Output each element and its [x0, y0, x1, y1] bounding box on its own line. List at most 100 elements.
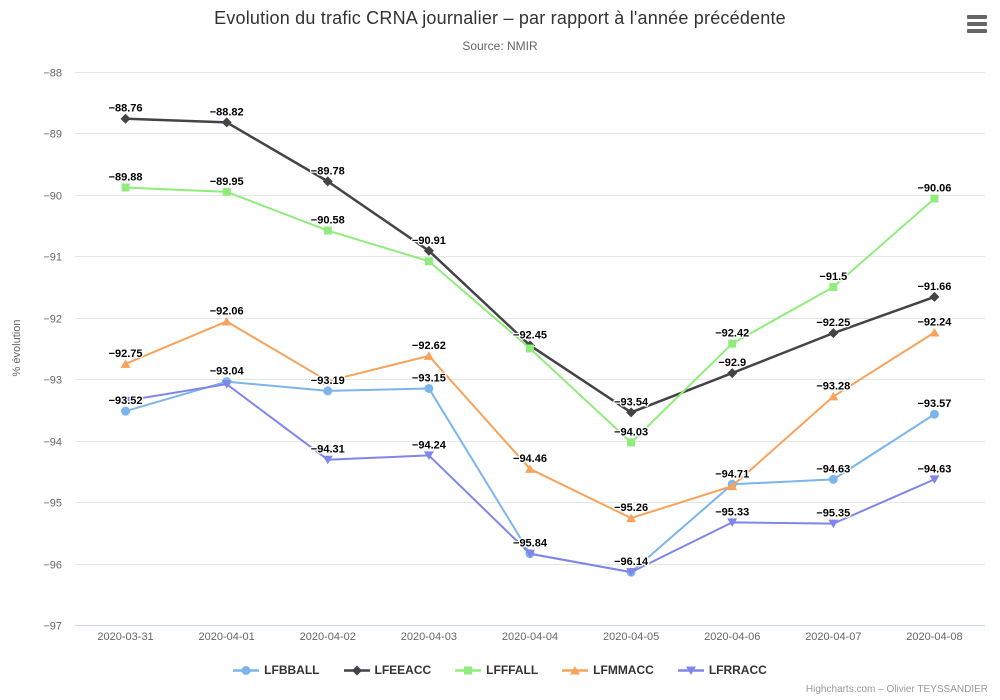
data-point-marker[interactable]: [464, 666, 473, 674]
data-point-marker[interactable]: [423, 245, 434, 256]
data-label: −89.78: [311, 165, 345, 177]
data-point-marker[interactable]: [929, 409, 939, 419]
y-tick-label: −90: [43, 191, 62, 203]
data-point-marker[interactable]: [120, 113, 131, 124]
x-tick-label: 2020-04-02: [300, 631, 356, 643]
data-point-marker[interactable]: [121, 406, 131, 416]
data-point-marker[interactable]: [930, 194, 939, 203]
chart-subtitle: Source: NMIR: [462, 39, 538, 53]
legend-item-LFEEACC[interactable]: LFEEACC: [343, 663, 432, 677]
data-label: −90.58: [311, 215, 345, 227]
data-label: −88.82: [210, 106, 244, 118]
data-point-marker[interactable]: [626, 568, 637, 577]
data-point-marker[interactable]: [322, 176, 333, 187]
x-tick-label: 2020-04-03: [401, 631, 457, 643]
data-label: −93.57: [917, 398, 951, 410]
data-label: −93.19: [311, 375, 345, 387]
data-label: −95.84: [513, 538, 548, 550]
data-label: −93.28: [816, 380, 850, 392]
legend-marker-icon: [233, 665, 260, 675]
data-point-marker[interactable]: [423, 351, 434, 360]
y-tick-label: −91: [43, 252, 62, 264]
data-label: −92.06: [210, 305, 244, 317]
chart-context-menu-button[interactable]: [964, 12, 990, 36]
legend-item-LFFFALL[interactable]: LFFFALL: [455, 663, 538, 677]
data-point-marker[interactable]: [525, 464, 535, 473]
data-point-marker[interactable]: [121, 183, 130, 192]
y-tick-label: −97: [43, 621, 62, 633]
data-point-marker[interactable]: [828, 328, 839, 339]
data-label: −93.04: [210, 366, 245, 378]
legend-item-LFMMACC[interactable]: LFMMACC: [562, 663, 654, 677]
legend-item-LFRRACC[interactable]: LFRRACC: [677, 663, 767, 677]
data-point-marker[interactable]: [323, 226, 332, 235]
data-point-marker[interactable]: [727, 368, 738, 379]
data-point-marker[interactable]: [322, 455, 333, 465]
data-label: −93.54: [614, 396, 649, 408]
x-tick-label: 2020-04-04: [502, 631, 558, 643]
data-point-marker[interactable]: [423, 451, 434, 460]
data-point-marker[interactable]: [120, 359, 131, 368]
data-point-marker[interactable]: [929, 291, 940, 302]
legend-label: LFEEACC: [374, 663, 432, 677]
data-label: −94.31: [311, 444, 345, 456]
data-label: −96.14: [614, 556, 649, 568]
data-point-marker[interactable]: [828, 519, 839, 529]
data-point-marker[interactable]: [828, 391, 839, 401]
data-label: −90.91: [412, 235, 446, 247]
data-point-marker[interactable]: [222, 187, 231, 196]
data-point-marker[interactable]: [221, 316, 232, 326]
x-tick-label: 2020-04-01: [199, 631, 255, 643]
data-point-marker[interactable]: [322, 376, 333, 386]
data-point-marker[interactable]: [727, 518, 738, 527]
data-point-marker[interactable]: [828, 474, 838, 484]
data-label: −91.66: [917, 281, 951, 293]
data-point-marker[interactable]: [829, 283, 838, 292]
y-tick-label: −93: [43, 375, 62, 387]
data-label: −88.76: [109, 103, 143, 115]
data-label: −91.5: [819, 271, 847, 283]
chart-credit[interactable]: Highcharts.com – Olivier TEYSSANDIER: [805, 684, 988, 695]
data-point-marker[interactable]: [351, 665, 362, 675]
data-point-marker[interactable]: [221, 117, 232, 128]
x-tick-label: 2020-03-31: [97, 631, 153, 643]
data-point-marker[interactable]: [570, 665, 581, 675]
data-point-marker[interactable]: [728, 339, 737, 348]
data-label: −94.63: [917, 463, 951, 475]
data-point-marker[interactable]: [424, 383, 434, 393]
hamburger-icon: [967, 22, 987, 26]
data-point-marker[interactable]: [929, 475, 940, 484]
data-label: −94.46: [513, 453, 547, 465]
data-point-marker[interactable]: [685, 666, 696, 675]
data-point-marker[interactable]: [241, 665, 251, 675]
data-label: −92.45: [513, 329, 547, 341]
data-point-marker[interactable]: [120, 396, 131, 406]
data-point-marker[interactable]: [929, 328, 940, 337]
data-point-marker[interactable]: [424, 257, 433, 266]
legend-label: LFBBALL: [264, 663, 320, 677]
data-point-marker[interactable]: [627, 438, 636, 447]
x-tick-label: 2020-04-08: [906, 631, 962, 643]
y-gridlines: [75, 72, 985, 626]
y-axis-title: % évolution: [11, 320, 23, 377]
data-point-marker[interactable]: [727, 481, 738, 491]
legend-item-LFBBALL[interactable]: LFBBALL: [233, 663, 320, 677]
data-point-marker[interactable]: [626, 407, 637, 418]
data-label: −90.06: [917, 183, 951, 195]
data-labels: −93.52 −93.04 −93.19 −93.15 −95.84 −96.14 −94.…: [107, 101, 953, 569]
data-point-marker[interactable]: [221, 380, 232, 389]
hamburger-icon: [967, 15, 987, 19]
data-point-marker[interactable]: [323, 386, 333, 396]
series-line-LFFFALL: [124, 186, 936, 444]
legend-marker-icon: [562, 665, 589, 675]
data-point-marker[interactable]: [525, 549, 535, 559]
y-tick-label: −92: [43, 314, 62, 326]
data-label: −95.35: [816, 508, 850, 520]
series-LFRRACC: [120, 380, 940, 577]
data-label: −92.42: [715, 328, 749, 340]
data-point-marker[interactable]: [526, 344, 534, 353]
plot-area: −88 −89 −90 −91 −92 −93 −94 −95 −96 −97 % évolutio…: [11, 68, 985, 643]
data-point-marker[interactable]: [626, 513, 637, 523]
data-label: −94.71: [715, 468, 749, 480]
